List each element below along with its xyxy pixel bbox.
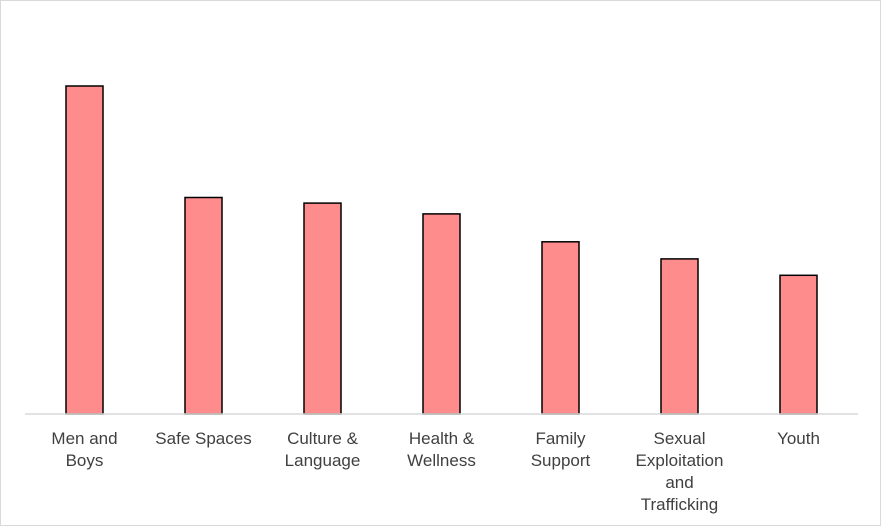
category-label-5: Sexual Exploitation and Trafficking [636, 429, 724, 514]
category-label-6: Youth [777, 429, 820, 448]
category-label-line: Culture & [287, 429, 359, 448]
bar-3 [422, 213, 461, 415]
bar-group [65, 85, 818, 415]
category-label-line: Family [535, 429, 586, 448]
category-label-line: Trafficking [641, 495, 718, 514]
bar-1 [184, 196, 223, 415]
bar-5 [660, 258, 699, 415]
category-label-line: Boys [66, 451, 104, 470]
category-label-line: Language [285, 451, 361, 470]
category-label-0: Men and Boys [51, 429, 117, 470]
category-label-line: Sexual [654, 429, 706, 448]
category-label-line: Support [531, 451, 591, 470]
bar-6 [779, 274, 818, 415]
category-label-4: Family Support [531, 429, 591, 470]
category-label-line: Youth [777, 429, 820, 448]
bar-4 [541, 241, 580, 415]
category-label-line: Wellness [407, 451, 476, 470]
category-label-line: Safe Spaces [155, 429, 251, 448]
category-label-3: Health & Wellness [407, 429, 476, 470]
category-label-line: Health & [409, 429, 475, 448]
category-label-2: Culture & Language [285, 429, 361, 470]
category-label-1: Safe Spaces [155, 429, 251, 448]
category-label-line: Men and [51, 429, 117, 448]
bar-0 [65, 85, 104, 415]
category-label-line: Exploitation [636, 451, 724, 470]
bar-2 [303, 202, 342, 415]
category-label-line: and [665, 473, 693, 492]
category-labels: Men and Boys Safe Spaces Culture & Language H… [51, 429, 820, 514]
